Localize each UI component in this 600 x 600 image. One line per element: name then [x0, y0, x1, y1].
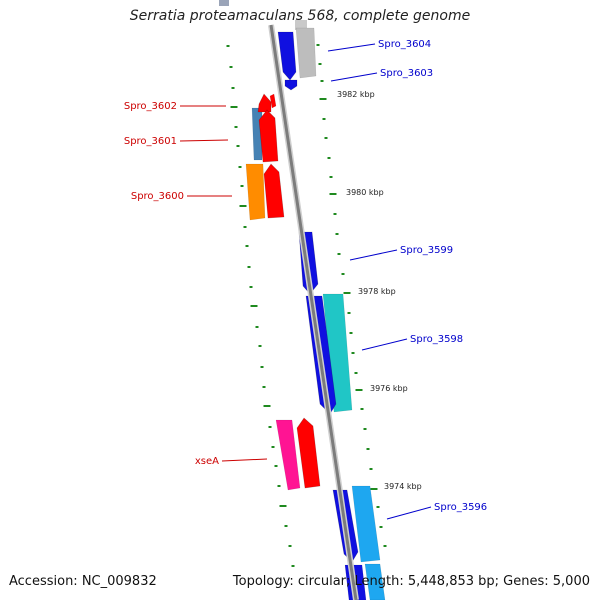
- tick-mark: [324, 137, 328, 139]
- tick-mark: [240, 185, 244, 187]
- tick-mark: [341, 273, 345, 275]
- gene-label-leader: [179, 139, 229, 142]
- gene-label-leader: [349, 249, 398, 261]
- tick-mark: [274, 465, 278, 467]
- tick-mark: [226, 45, 230, 47]
- gene-label-Spro_3603[interactable]: Spro_3603: [380, 68, 433, 79]
- partial-feature: [295, 20, 307, 30]
- gene-label-Spro_3602[interactable]: Spro_3602: [124, 101, 177, 112]
- tick-mark: [329, 176, 333, 178]
- tick-mark: [260, 366, 264, 368]
- tick-mark: [355, 389, 363, 391]
- genome-summary-text: Topology: circular; Length: 5,448,853 bp…: [232, 574, 590, 589]
- tick-mark: [383, 545, 387, 547]
- gene-label-xseA[interactable]: xseA: [195, 456, 219, 467]
- tick-mark: [319, 98, 327, 100]
- tick-mark: [230, 106, 238, 108]
- gene-label-Spro_3596[interactable]: Spro_3596: [434, 502, 487, 513]
- tick-mark: [363, 428, 367, 430]
- tick-mark: [262, 386, 266, 388]
- tick-mark: [335, 233, 339, 235]
- map-title: Serratia proteamaculans 568, complete ge…: [129, 8, 471, 24]
- tick-mark: [370, 488, 378, 490]
- tick-mark: [243, 226, 247, 228]
- gene-label-Spro_3604[interactable]: Spro_3604: [378, 39, 431, 50]
- kbp-marker-layer: 3982 kbp 3980 kbp 3978 kbp 3976 kbp 3974 kbp: [337, 90, 422, 491]
- tick-mark: [329, 193, 337, 195]
- gene-label-Spro_3599[interactable]: Spro_3599: [400, 245, 453, 256]
- tick-mark: [349, 332, 353, 334]
- kbp-marker-label: 3980 kbp: [346, 188, 384, 197]
- kbp-marker-label: 3978 kbp: [358, 287, 396, 296]
- tick-mark: [238, 166, 242, 168]
- gene-label-leader: [327, 43, 376, 52]
- kbp-marker-label: 3974 kbp: [384, 482, 422, 491]
- tick-mark: [376, 506, 380, 508]
- tick-mark: [347, 312, 351, 314]
- tick-mark: [239, 205, 247, 207]
- tick-mark: [234, 126, 238, 128]
- tick-mark: [354, 372, 358, 374]
- gene-feature-unlabeled: [245, 163, 266, 221]
- tick-layer: [226, 44, 387, 567]
- tick-mark: [247, 266, 251, 268]
- tick-mark: [351, 352, 355, 354]
- tick-mark: [231, 87, 235, 89]
- tick-mark: [291, 565, 295, 567]
- tick-mark: [279, 505, 287, 507]
- tick-mark: [255, 326, 259, 328]
- gene-label-Spro_3598[interactable]: Spro_3598: [410, 334, 463, 345]
- tick-mark: [322, 118, 326, 120]
- tick-mark: [245, 245, 249, 247]
- gene-label-layer: Spro_3604 Spro_3603 Spro_3602 Spro_3601 Spro…: [124, 39, 487, 520]
- tick-mark: [360, 408, 364, 410]
- tick-mark: [284, 525, 288, 527]
- tick-mark: [333, 213, 337, 215]
- gene-label-Spro_3601[interactable]: Spro_3601: [124, 136, 177, 147]
- gene-feature-unlabeled: [275, 419, 301, 491]
- tick-mark: [229, 66, 233, 68]
- gene-feature-Spro_3602[interactable]: [257, 93, 272, 113]
- tick-mark: [320, 80, 324, 82]
- tick-mark: [343, 292, 351, 294]
- accession-text: Accession: NC_009832: [9, 574, 157, 589]
- kbp-marker-label: 3982 kbp: [337, 90, 375, 99]
- tick-mark: [263, 405, 271, 407]
- gene-feature-Spro_3601[interactable]: [258, 109, 279, 163]
- gene-feature-unlabeled: [295, 27, 317, 79]
- gene-label-leader: [361, 338, 408, 351]
- tick-mark: [258, 345, 262, 347]
- gene-feature-unlabeled: [364, 563, 386, 600]
- tick-mark: [379, 526, 383, 528]
- tick-mark: [318, 63, 322, 65]
- kbp-marker-label: 3976 kbp: [370, 384, 408, 393]
- gene-feature-unlabeled: [269, 93, 277, 109]
- tick-mark: [369, 468, 373, 470]
- gene-feature-Spro_3604[interactable]: [277, 31, 297, 81]
- tick-mark: [277, 485, 281, 487]
- tick-mark: [250, 305, 258, 307]
- tick-mark: [316, 44, 320, 46]
- tick-mark: [236, 145, 240, 147]
- tick-mark: [327, 157, 331, 159]
- tick-mark: [288, 545, 292, 547]
- gene-feature-xseA[interactable]: [296, 417, 321, 489]
- gene-feature-unlabeled: [351, 485, 381, 563]
- gene-label-leader: [386, 506, 432, 520]
- gene-label-leader: [221, 458, 268, 462]
- tick-mark: [249, 286, 253, 288]
- tick-mark: [337, 253, 341, 255]
- partial-feature: [219, 0, 229, 6]
- gene-label-leader: [330, 72, 378, 82]
- gene-label-Spro_3600[interactable]: Spro_3600: [131, 191, 184, 202]
- tick-mark: [271, 446, 275, 448]
- gene-feature-Spro_3603[interactable]: [284, 79, 298, 91]
- tick-mark: [268, 426, 272, 428]
- tick-mark: [366, 448, 370, 450]
- gene-feature-Spro_3600[interactable]: [263, 163, 285, 219]
- genome-backbone: [268, 24, 359, 600]
